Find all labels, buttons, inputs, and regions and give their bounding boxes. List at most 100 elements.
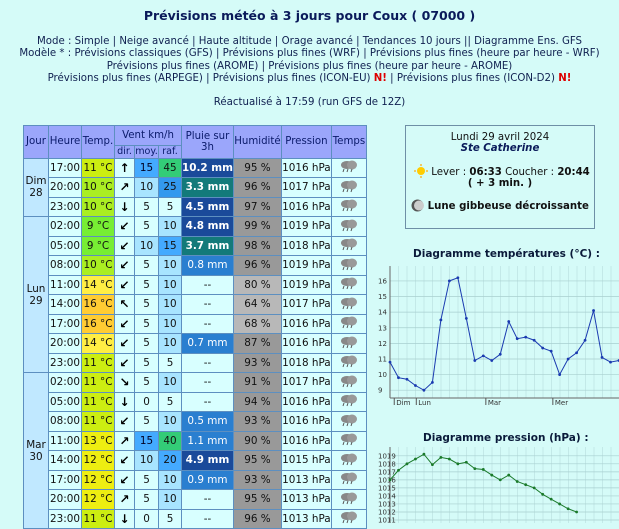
rise-label: Lever : (431, 167, 470, 178)
day-num: 29 (29, 294, 43, 307)
point (524, 335, 528, 339)
sun-box: Lundi 29 avril 2024 Ste Catherine Lever … (405, 125, 595, 229)
temp: 10 °C (81, 177, 115, 198)
y-tick-label: 16 (378, 277, 387, 285)
row: 23:00 11 °C ↓ 0 5 -- 96 % 1013 hPa (24, 508, 367, 529)
temp: 11 °C (81, 508, 115, 529)
header-cell: Humidité (232, 125, 282, 159)
time: 08:00 (48, 411, 82, 432)
rain: 4.9 mm (181, 450, 234, 471)
sun-icon (414, 164, 428, 178)
wind-gust: 5 (158, 508, 182, 529)
wind-gust: 10 (158, 372, 182, 393)
header: Prévisions météo à 3 jours pour Coux ( 0… (0, 8, 619, 108)
sky (330, 157, 367, 178)
pressure: 1016 hPa (280, 196, 332, 217)
weather-icon (340, 355, 357, 368)
sky (330, 313, 367, 334)
time: 08:00 (48, 255, 82, 276)
humidity: 91 % (232, 372, 282, 393)
time: 11:00 (48, 430, 82, 451)
pressure: 1016 hPa (280, 333, 332, 354)
sky (330, 235, 367, 256)
wind-gust: 10 (158, 489, 182, 510)
row: 08:00 11 °C ↙ 5 10 0.5 mm 93 % 1016 hPa (24, 411, 367, 432)
wind-dir: ↙ (114, 216, 135, 237)
wind-dir: ↓ (114, 196, 135, 217)
wind-gust: 5 (158, 352, 182, 373)
row: Lun 29 02:00 9 °C ↙ 5 10 4.8 mm 99 % 1019 hPa (23, 216, 367, 373)
wind-avg: 0 (134, 391, 159, 412)
wind-avg: 5 (134, 411, 159, 432)
sky (330, 255, 367, 276)
time: 05:00 (48, 235, 82, 256)
temp: 12 °C (81, 489, 115, 510)
temp: 12 °C (81, 450, 115, 471)
nav-text: Mode : Simple | Neige avancé | Haute alt… (36, 36, 583, 47)
weather-icon (340, 219, 357, 231)
weather-icon (340, 180, 357, 192)
temp: 9 °C (81, 216, 115, 237)
point (414, 457, 417, 461)
point (473, 359, 477, 362)
x-tick-label: Lun (418, 399, 431, 407)
point (541, 492, 545, 496)
humidity: 87 % (232, 333, 282, 354)
nav: Mode : Simple | Neige avancé | Haute alt… (0, 36, 619, 85)
chart-title: Diagramme températures (°C) : (413, 248, 600, 260)
wind-dir: ↗ (114, 177, 135, 198)
point (583, 338, 587, 342)
wind-dir: ↑ (114, 157, 135, 178)
time: 02:00 (48, 372, 82, 393)
wind-dir: ↙ (114, 313, 135, 334)
humidity: 98 % (232, 235, 282, 256)
rain: -- (181, 372, 234, 393)
point (447, 457, 451, 461)
temp: 16 °C (81, 313, 115, 334)
temp: 14 °C (81, 274, 115, 295)
rain: 4.8 mm (181, 216, 234, 237)
pressure: 1018 hPa (280, 235, 332, 256)
moon-icon (411, 199, 425, 212)
point (549, 497, 553, 501)
nav-line: Mode : Simple | Neige avancé | Haute alt… (0, 36, 619, 48)
wind-avg: 15 (134, 157, 159, 178)
y-tick-label: 1014 (378, 492, 396, 500)
weather-icon (340, 297, 357, 309)
wind-gust: 10 (158, 255, 182, 276)
header-cell: Jour (23, 125, 49, 159)
humidity: 93 % (232, 411, 282, 432)
weather-icon (340, 238, 357, 251)
point (609, 360, 612, 364)
row: 05:00 11 °C ↓ 0 5 -- 94 % 1016 hPa (24, 391, 367, 412)
time: 02:00 (48, 216, 82, 237)
temp: 12 °C (81, 469, 115, 490)
rain: 1.1 mm (181, 430, 234, 451)
point (388, 360, 392, 364)
wind-dir: ↗ (114, 489, 135, 510)
wind-avg: 5 (134, 489, 159, 510)
wind-avg: 15 (134, 430, 159, 451)
moon-phase: Lune gibbeuse décroissante (427, 201, 589, 212)
weather-icon (340, 453, 357, 465)
day-num: 30 (29, 450, 43, 463)
header-cell: Vent km/h (114, 125, 182, 146)
wind-gust: 25 (158, 177, 182, 198)
point (575, 351, 578, 355)
rain: -- (181, 508, 234, 529)
wind-dir: ↙ (114, 450, 135, 471)
pressure: 1017 hPa (280, 294, 332, 315)
humidity: 95 % (232, 489, 282, 510)
y-tick-label: 11 (378, 355, 387, 363)
point (481, 354, 485, 358)
sky (330, 430, 367, 451)
temp: 10 °C (81, 255, 115, 276)
wind-dir: ↓ (114, 391, 135, 412)
sky (330, 177, 367, 198)
pressure: 1013 hPa (280, 508, 332, 529)
time: 17:00 (48, 157, 82, 178)
point (566, 357, 570, 361)
temp: 13 °C (81, 430, 115, 451)
point (558, 502, 562, 506)
